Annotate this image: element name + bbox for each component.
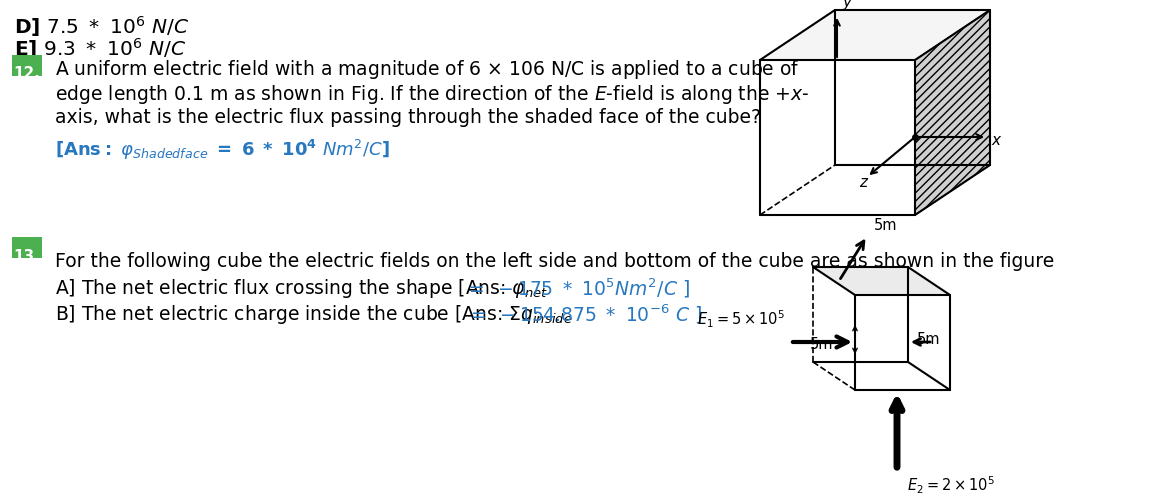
- Polygon shape: [908, 267, 950, 390]
- Text: For the following cube the electric fields on the left side and bottom of the cu: For the following cube the electric fiel…: [55, 252, 1054, 271]
- Text: edge length 0.1 m as shown in Fig. If the direction of the $\mathit{E}$-field is: edge length 0.1 m as shown in Fig. If th…: [55, 83, 809, 106]
- Text: y: y: [842, 0, 851, 10]
- Text: $\mathbf{E]}\ 9.3\ *\ 10^6\ \mathit{N/C}$: $\mathbf{E]}\ 9.3\ *\ 10^6\ \mathit{N/C}…: [14, 36, 186, 61]
- Text: B] The net electric charge inside the cube [Ans: $\Sigma q_{\mathit{inside}}$: B] The net electric charge inside the cu…: [55, 303, 572, 326]
- Bar: [12, 55, 42, 76]
- Text: A] The net electric flux crossing the shape [Ans: $\varphi_{net}$: A] The net electric flux crossing the sh…: [55, 277, 548, 300]
- Text: z: z: [859, 174, 867, 190]
- Text: 5m: 5m: [874, 218, 897, 233]
- Text: $=\ -154.875\ *\ 10^{-6}\ C$ ]: $=\ -154.875\ *\ 10^{-6}\ C$ ]: [467, 303, 702, 327]
- Text: $\mathbf{D]}\ 7.5\ *\ 10^6\ \mathit{N/C}$: $\mathbf{D]}\ 7.5\ *\ 10^6\ \mathit{N/C}…: [14, 14, 189, 39]
- Polygon shape: [813, 267, 950, 295]
- Text: A uniform electric field with a magnitude of 6 $\times$ 106 N/C is applied to a : A uniform electric field with a magnitud…: [55, 58, 800, 81]
- Text: 5m: 5m: [917, 332, 940, 347]
- Text: $\mathbf{[Ans:}$ $\varphi_{\mathit{Shadedface}}$$\mathbf{\ =\ 6\ *\ 10^4\ \mathi: $\mathbf{[Ans:}$ $\varphi_{\mathit{Shade…: [55, 138, 390, 162]
- Text: 5m: 5m: [810, 337, 834, 352]
- Text: 12.: 12.: [14, 66, 41, 81]
- Text: $=\ -175\ *\ 10^5 Nm^2/C$ ]: $=\ -175\ *\ 10^5 Nm^2/C$ ]: [466, 277, 690, 300]
- Bar: [12, 237, 42, 258]
- Text: 13.: 13.: [14, 249, 41, 264]
- Text: axis, what is the electric flux passing through the shaded face of the cube?: axis, what is the electric flux passing …: [55, 108, 760, 127]
- Text: x: x: [991, 132, 1000, 147]
- Polygon shape: [854, 295, 950, 390]
- Text: $E_2=2\times10^5$: $E_2=2\times10^5$: [907, 475, 995, 497]
- Polygon shape: [915, 10, 990, 215]
- Text: $E_1=5\times10^5$: $E_1=5\times10^5$: [698, 309, 785, 330]
- Polygon shape: [760, 10, 990, 60]
